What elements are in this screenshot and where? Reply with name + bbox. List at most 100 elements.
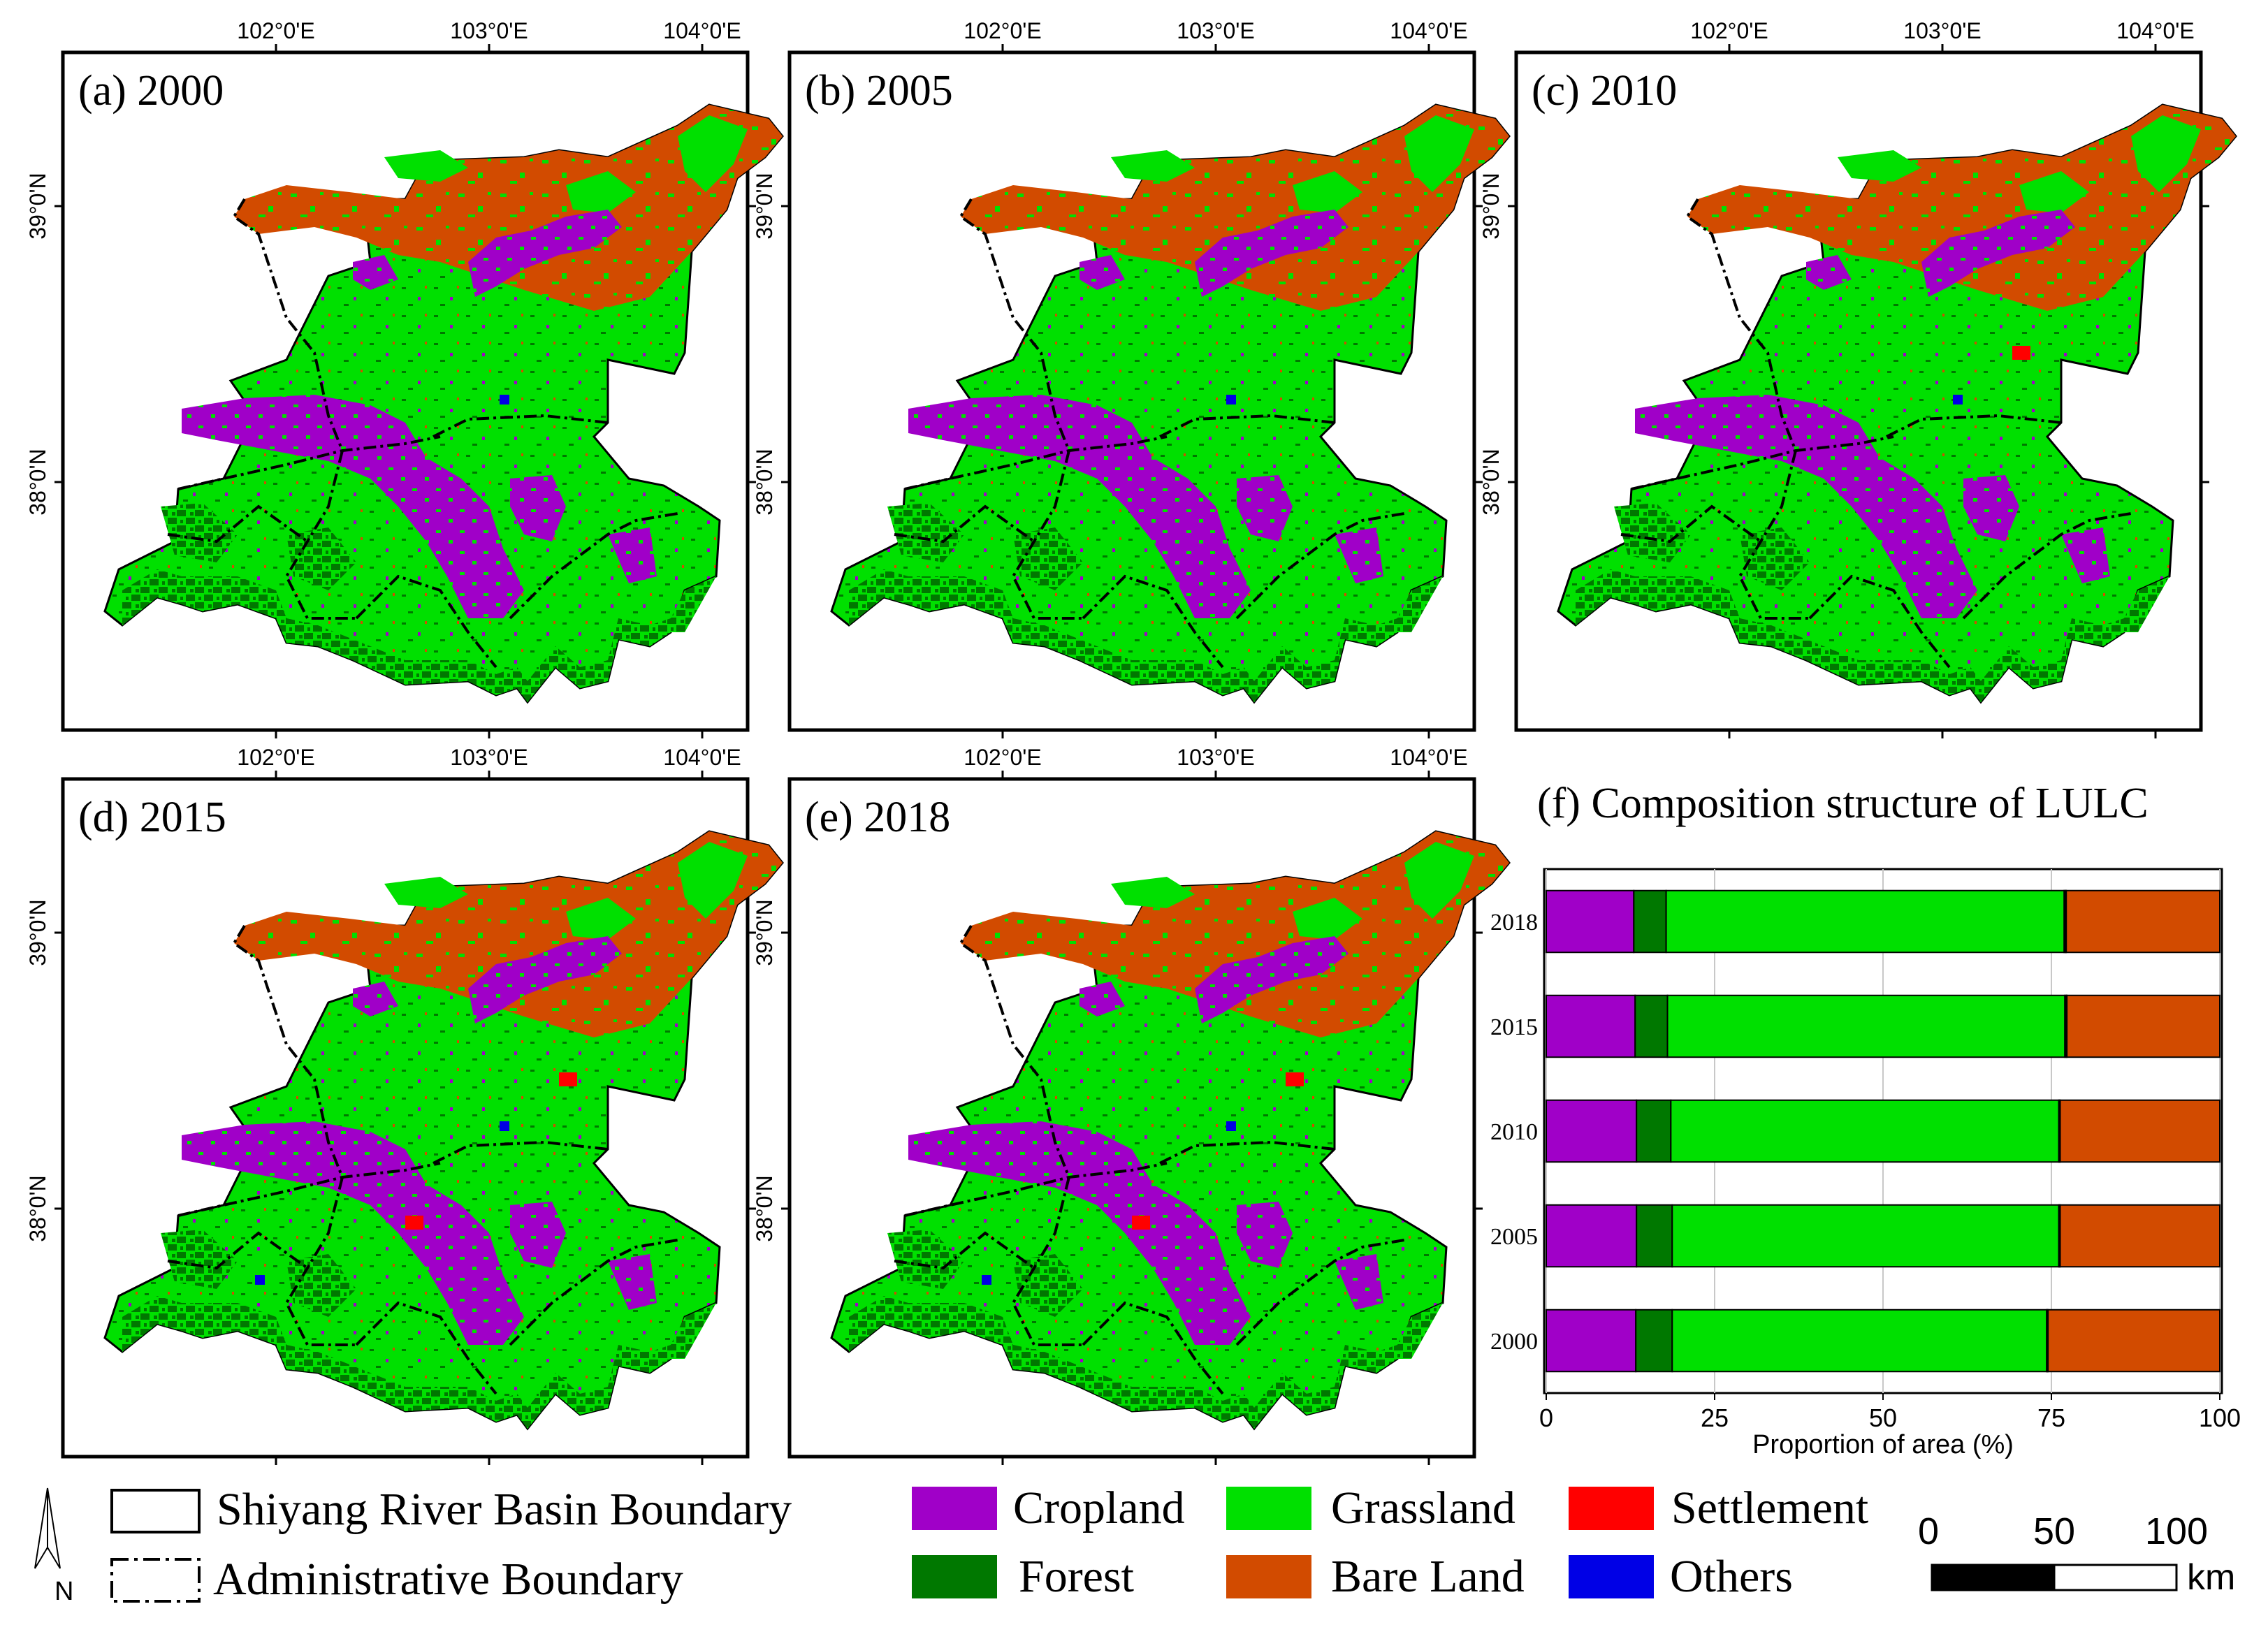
others-patch [1226,1121,1236,1131]
legend-cropland-label: Cropland [1013,1482,1185,1533]
lulc-composition-chart: (f) Composition structure of LULC 2018 20… [1490,780,2241,1459]
lon-label: 103°0'E [1177,18,1254,43]
chart-x-ticks: 0 25 50 75 100 [1539,1393,2241,1432]
settlement-patch [1132,1216,1150,1230]
lon-label: 103°0'E [450,745,528,770]
legend-grassland-label: Grassland [1331,1482,1515,1533]
legend-forest-swatch [912,1555,997,1598]
legend: N Shiyang River Basin Boundary Administr… [34,1482,2235,1606]
others-patch [1953,395,1963,405]
lon-label: 102°0'E [964,745,1041,770]
legend-admin-boundary-label: Administrative Boundary [213,1554,683,1605]
bar-segment-grassland [1671,1309,2048,1373]
bar-segment-cropland [1546,1099,1638,1163]
lat-label: 38°0'N [752,449,777,515]
scale-bar-tick-100: 100 [2145,1510,2208,1552]
bar-segment-forest [1633,889,1667,954]
legend-others-swatch [1569,1555,1654,1598]
lat-label: 38°0'N [1478,449,1504,515]
lon-label: 104°0'E [1390,18,1467,43]
scale-bar-white-segment [2053,1564,2178,1591]
legend-others-label: Others [1670,1551,1793,1602]
bar-segment-forest [1635,1309,1673,1373]
settlement-patch [405,1216,423,1230]
lat-label: 38°0'N [752,1175,777,1241]
panel-label: (d) 2015 [78,794,226,841]
lat-label: 39°0'N [752,899,777,965]
scale-bar-unit: km [2187,1557,2235,1598]
legend-settlement-swatch [1569,1487,1654,1530]
lon-label: 103°0'E [450,18,528,43]
settlement-patch [1286,1072,1304,1086]
legend-forest-label: Forest [1019,1551,1134,1602]
lon-label: 104°0'E [1390,745,1467,770]
legend-settlement-label: Settlement [1671,1482,1868,1533]
others-patch [982,1275,991,1285]
map-panel-c: 102°0'E 103°0'E 104°0'E 39°0'N 38°0'N (c) 201… [1478,18,2237,738]
bar-segment-bare-land [2059,1204,2220,1268]
bar-segment-bare-land [2066,994,2221,1058]
bar-segment-bare-land [2059,1099,2220,1163]
bar-segment-cropland [1546,1309,1637,1373]
chart-y-tick-label: 2010 [1490,1119,1538,1145]
lon-label: 103°0'E [1903,18,1981,43]
scale-bar: 0 50 100 km [1918,1510,2235,1598]
chart-bars [1546,889,2221,1373]
others-patch [1226,395,1236,405]
lon-label: 102°0'E [964,18,1041,43]
scale-bar-black-segment [1931,1564,2056,1591]
chart-y-tick-label: 2000 [1490,1329,1538,1355]
lon-label: 103°0'E [1177,745,1254,770]
panel-label: (e) 2018 [805,794,950,841]
legend-basin-boundary-swatch [110,1489,201,1533]
settlement-patch [2012,346,2030,360]
bar-segment-forest [1636,1099,1672,1163]
bar-segment-bare-land [2047,1309,2220,1373]
chart-title: (f) Composition structure of LULC [1537,780,2149,827]
chart-x-tick-label: 75 [2037,1404,2065,1432]
chart-x-axis-label: Proportion of area (%) [1752,1430,2014,1459]
lat-label: 39°0'N [1478,173,1504,239]
panel-label: (b) 2005 [805,67,953,115]
chart-y-tick-label: 2005 [1490,1224,1538,1250]
lat-label: 38°0'N [25,1175,50,1241]
others-patch [500,1121,509,1131]
settlement-patch [559,1072,577,1086]
legend-basin-boundary-label: Shiyang River Basin Boundary [217,1484,792,1535]
bar-segment-cropland [1546,994,1636,1058]
legend-grassland-swatch [1226,1487,1311,1530]
chart-x-tick-label: 50 [1869,1404,1897,1432]
lat-label: 39°0'N [25,899,50,965]
panel-label: (c) 2010 [1532,67,1677,115]
chart-x-tick-label: 25 [1701,1404,1729,1432]
bar-segment-grassland [1670,1099,2060,1163]
bar-segment-grassland [1666,994,2066,1058]
map-panels: 102°0'E 103°0'E 104°0'E 39°0'N 38°0'N (a) 200… [25,18,2237,1465]
map-panel-a: 102°0'E 103°0'E 104°0'E 39°0'N 38°0'N (a) 200… [25,18,784,738]
others-patch [500,395,509,405]
map-panel-e: 102°0'E 103°0'E 104°0'E 39°0'N 38°0'N (e) 201… [752,745,1511,1465]
scale-bar-tick-0: 0 [1918,1510,1939,1552]
lon-label: 102°0'E [1690,18,1768,43]
lon-label: 104°0'E [2116,18,2194,43]
bar-segment-grassland [1671,1204,2060,1268]
lon-label: 104°0'E [663,745,741,770]
lon-label: 102°0'E [237,745,314,770]
bar-segment-forest [1636,1204,1673,1268]
lat-label: 38°0'N [25,449,50,515]
chart-y-ticks: 2018 2015 2010 2005 2000 [1490,910,1538,1355]
lat-label: 39°0'N [25,173,50,239]
lon-label: 102°0'E [237,18,314,43]
bar-segment-cropland [1546,1204,1638,1268]
map-panel-b: 102°0'E 103°0'E 104°0'E 39°0'N 38°0'N (b) 200… [752,18,1511,738]
panel-label: (a) 2000 [78,67,224,115]
bar-segment-grassland [1665,889,2065,954]
legend-bare-land-swatch [1226,1555,1311,1598]
chart-y-tick-label: 2018 [1490,910,1538,935]
bar-segment-cropland [1546,889,1635,954]
scale-bar-tick-50: 50 [2033,1510,2075,1552]
bar-segment-bare-land [2065,889,2221,954]
legend-bare-land-label: Bare Land [1331,1551,1525,1602]
bar-segment-forest [1634,994,1669,1058]
north-arrow-label: N [54,1577,73,1606]
